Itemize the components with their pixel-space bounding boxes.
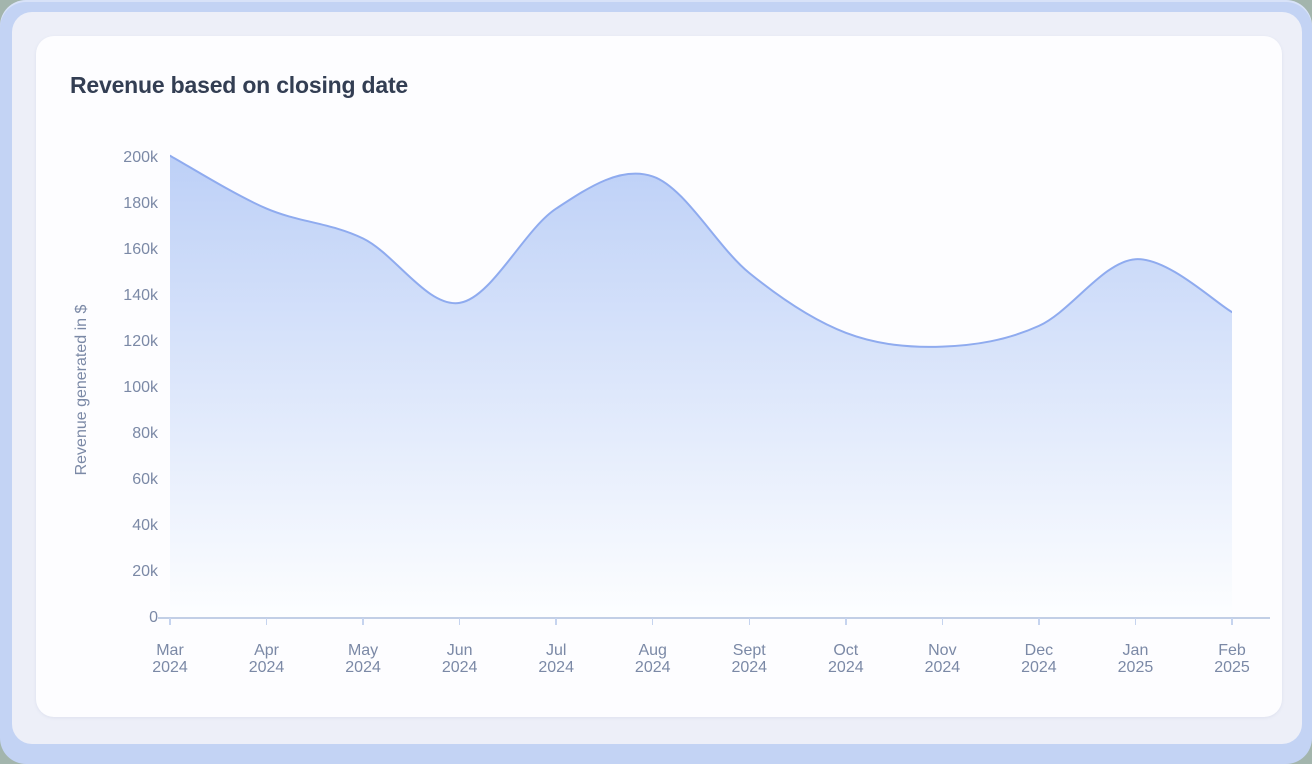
x-tick-label: Oct 2024: [809, 642, 883, 676]
x-tick: [845, 618, 847, 625]
x-tick: [748, 618, 751, 625]
x-tick-label: Jul 2024: [519, 642, 593, 676]
y-tick-label: 60k: [132, 471, 158, 488]
x-tick-label: Aug 2024: [616, 642, 690, 676]
x-tick: [651, 618, 654, 625]
x-tick-label: May 2024: [326, 642, 400, 676]
x-tick: [1134, 618, 1137, 625]
x-tick-month: Jan: [1122, 642, 1149, 659]
x-tick-year: 2024: [731, 659, 768, 676]
x-tick: [1038, 618, 1040, 625]
x-tick-year: 2024: [538, 659, 574, 676]
x-tick-year: 2024: [828, 659, 864, 676]
x-tick-label: Jun 2024: [423, 642, 497, 676]
x-tick-month: Oct: [833, 642, 859, 659]
x-tick: [1231, 618, 1233, 625]
x-tick: [458, 618, 461, 625]
x-tick-label: Dec 2024: [1002, 642, 1076, 676]
y-tick-label: 0: [149, 609, 158, 626]
y-tick-label: 200k: [123, 149, 158, 166]
x-tick: [555, 618, 557, 625]
x-tick-year: 2024: [152, 659, 188, 676]
x-tick-label: Nov 2024: [905, 642, 979, 676]
y-tick-label: 140k: [123, 287, 158, 304]
chart-card: Revenue based on closing date Revenue ge…: [36, 36, 1282, 717]
x-tick: [941, 618, 944, 625]
x-tick-month: Sept: [732, 642, 766, 659]
revenue-area: [170, 155, 1232, 618]
y-tick-label: 120k: [123, 333, 158, 350]
x-tick: [265, 618, 268, 625]
y-tick-label: 40k: [132, 517, 158, 534]
x-tick: [169, 618, 171, 625]
x-tick-year: 2024: [441, 659, 478, 676]
x-tick: [362, 618, 364, 625]
x-tick-month: Jun: [446, 642, 473, 659]
y-tick-label: 80k: [132, 425, 158, 442]
x-tick-label: Sept 2024: [712, 642, 786, 676]
revenue-area-chart[interactable]: [170, 140, 1232, 618]
x-tick-month: Feb: [1218, 642, 1246, 659]
x-tick-month: Aug: [638, 642, 667, 659]
x-tick-label: Jan 2025: [1098, 642, 1172, 676]
revenue-line: [170, 154, 1232, 348]
x-tick-month: Nov: [928, 642, 957, 659]
x-tick-month: Jul: [545, 642, 567, 659]
y-tick-label: 100k: [123, 379, 158, 396]
x-tick-label: Feb 2025: [1195, 642, 1269, 676]
x-tick-label: Mar 2024: [133, 642, 207, 676]
y-tick-label: 160k: [123, 241, 158, 258]
x-tick-month: Dec: [1024, 642, 1054, 659]
x-tick-year: 2024: [345, 659, 381, 676]
x-tick-year: 2024: [248, 659, 285, 676]
x-tick-year: 2024: [1021, 659, 1057, 676]
x-tick-year: 2025: [1214, 659, 1250, 676]
x-tick-month: Mar: [156, 642, 184, 659]
y-tick-label: 20k: [132, 563, 158, 580]
x-tick-year: 2025: [1117, 659, 1154, 676]
x-tick-month: May: [347, 642, 379, 659]
y-tick-label: 180k: [123, 195, 158, 212]
x-tick-year: 2024: [634, 659, 671, 676]
x-tick-month: Apr: [254, 642, 279, 659]
x-tick-label: Apr 2024: [230, 642, 304, 676]
x-axis-line: [158, 617, 1270, 619]
x-tick-year: 2024: [924, 659, 961, 676]
chart-title: Revenue based on closing date: [70, 72, 409, 98]
